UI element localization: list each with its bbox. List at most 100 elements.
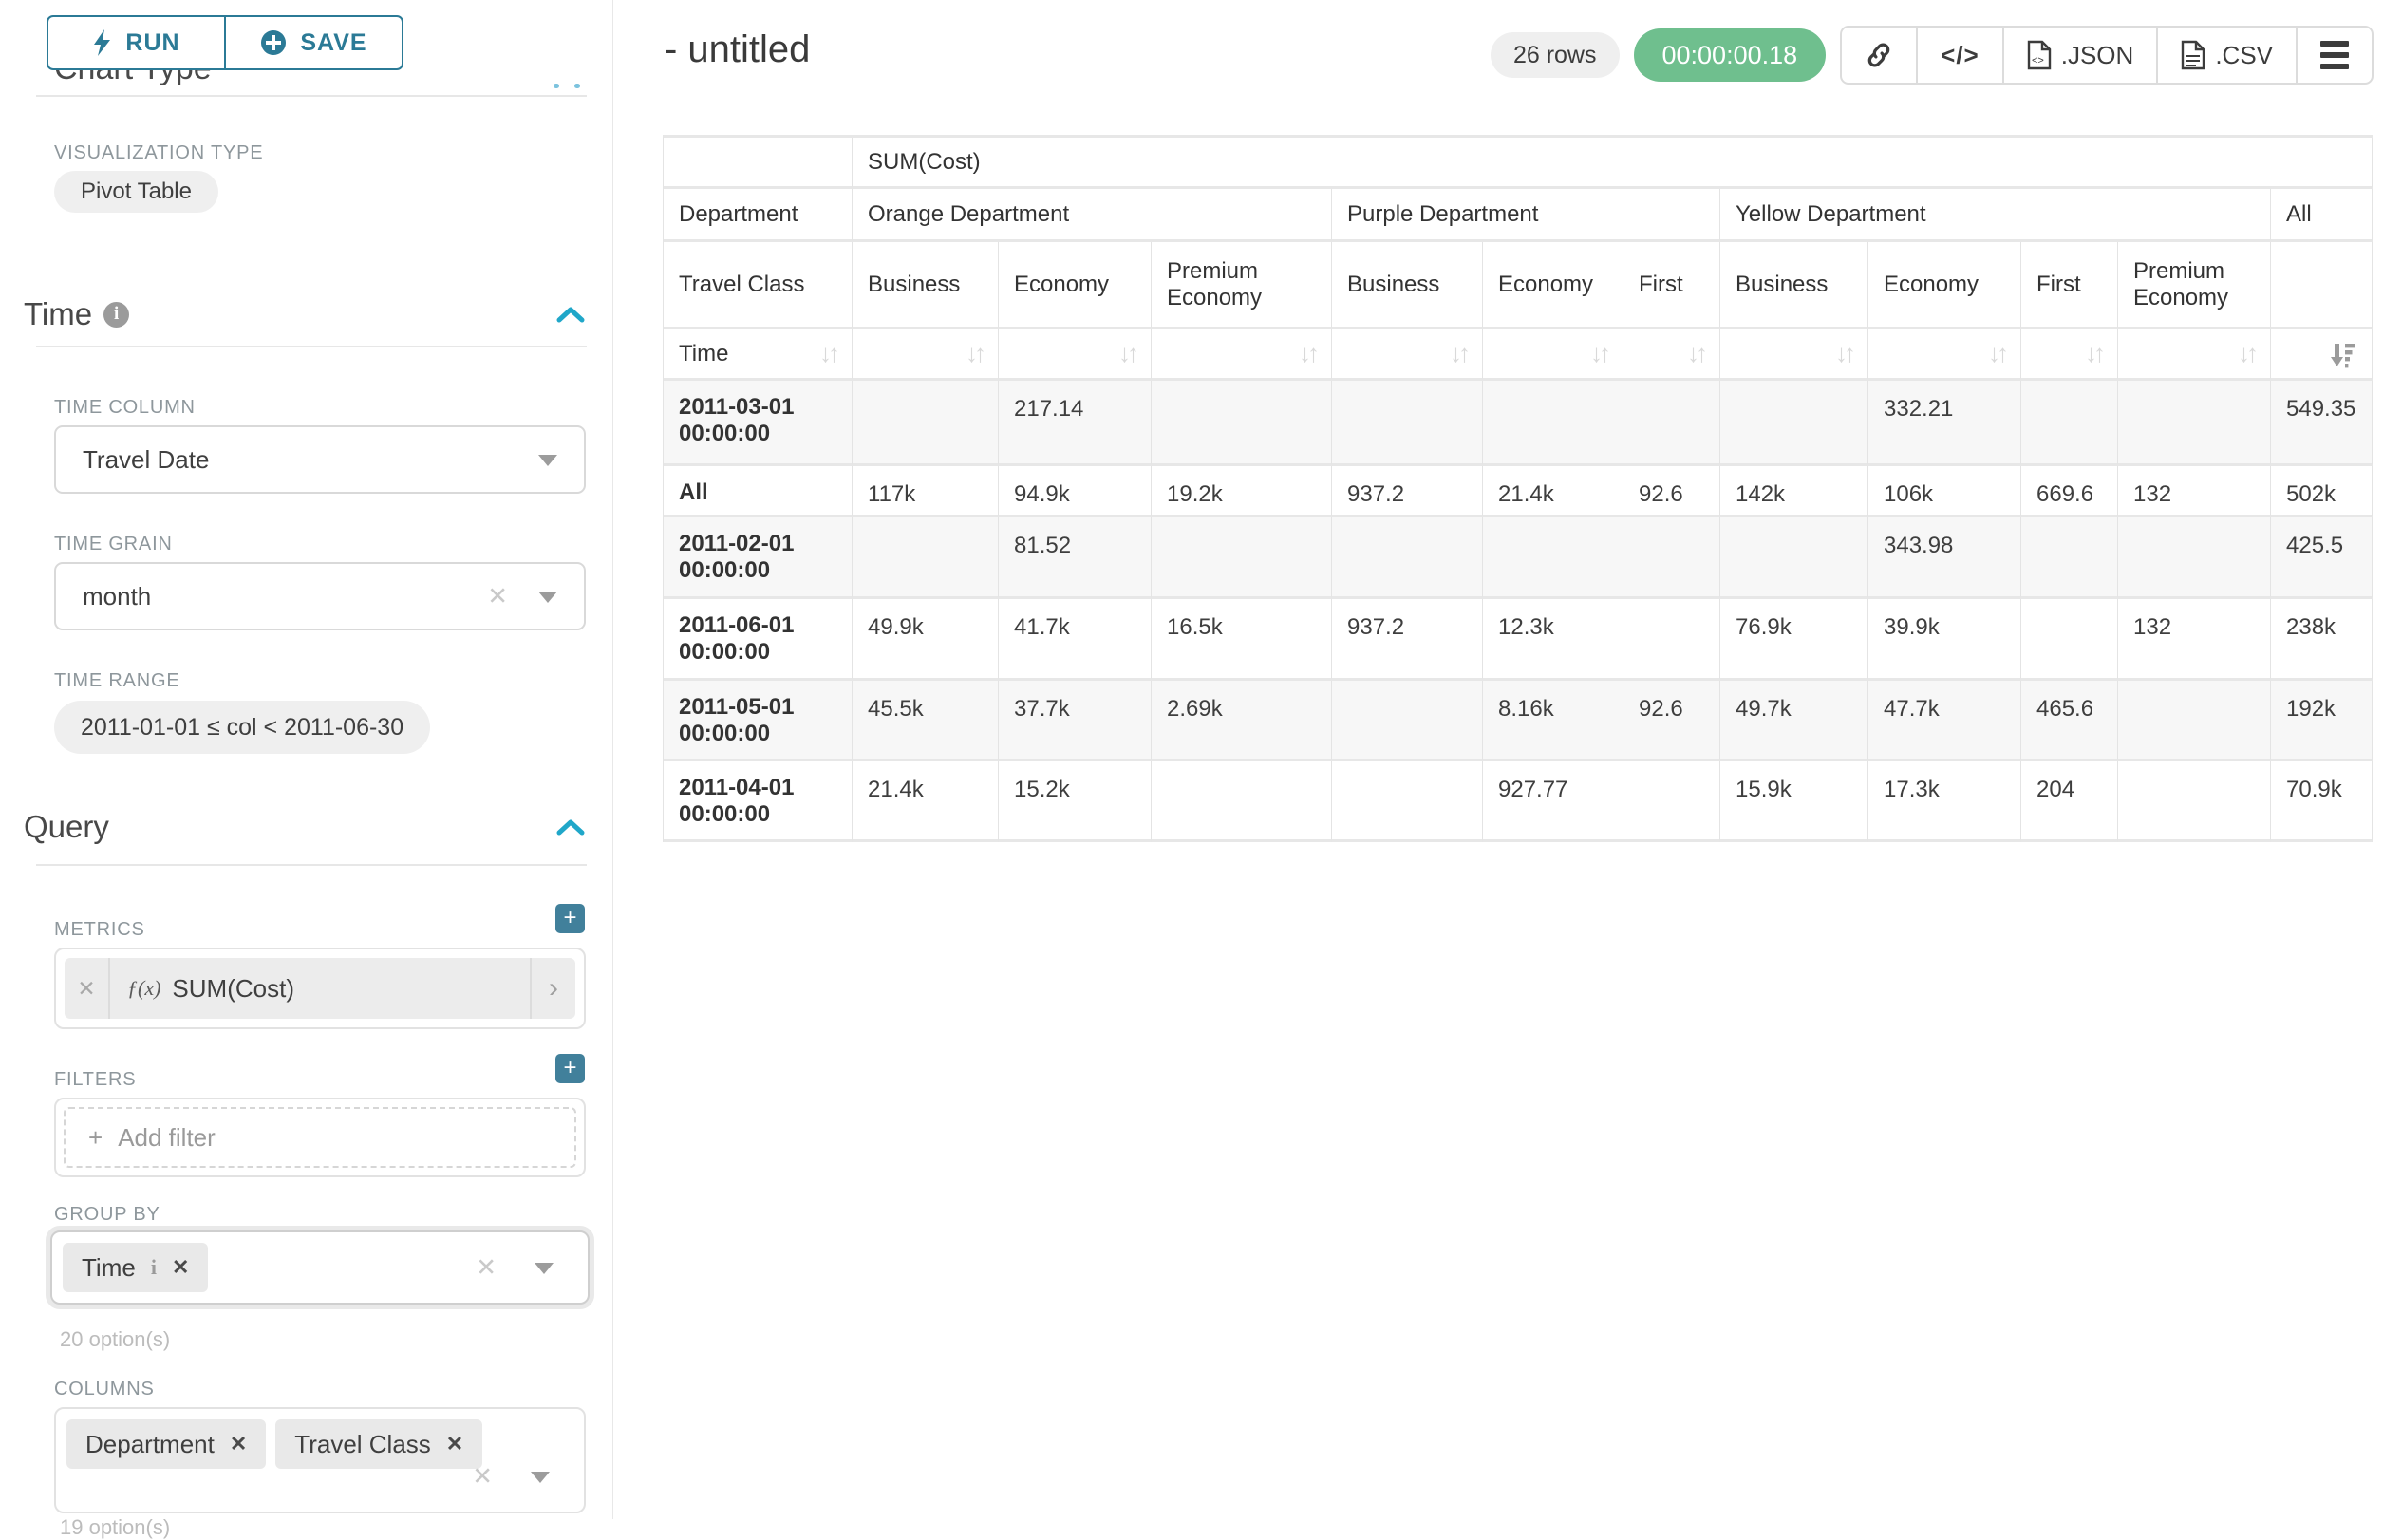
time-column-select[interactable]: Travel Date: [54, 425, 586, 494]
add-metric-button[interactable]: +: [555, 904, 585, 933]
cell: 343.98: [1868, 517, 2021, 599]
travel-class-header: Economy: [1868, 242, 2021, 329]
view-query-button[interactable]: </>: [1916, 28, 2002, 83]
lightning-icon: [94, 29, 111, 56]
time-grain-select[interactable]: month ✕: [54, 562, 586, 630]
table-row: 2011-06-01 00:00:00 49.9k 41.7k 16.5k 937.2 1…: [664, 599, 2374, 681]
remove-metric-icon[interactable]: ✕: [65, 958, 110, 1019]
time-axis-label: Time: [679, 340, 729, 366]
cell: 49.9k: [853, 599, 999, 681]
info-icon[interactable]: i: [103, 301, 130, 328]
collapse-time-section-icon[interactable]: [556, 306, 585, 323]
cell: [1152, 761, 1332, 842]
cell: 17.3k: [1868, 761, 2021, 842]
export-json-button[interactable]: <> .JSON: [2001, 28, 2157, 83]
chevron-down-icon: [535, 1263, 554, 1274]
visualization-type-pill[interactable]: Pivot Table: [54, 171, 218, 213]
cell: [1483, 517, 1623, 599]
travel-class-axis-label: Travel Class: [664, 242, 853, 329]
run-button[interactable]: RUN: [48, 17, 224, 68]
cell: 37.7k: [999, 681, 1152, 761]
query-section-header: Query: [24, 809, 109, 844]
sort-toggle[interactable]: ↓↑: [2118, 329, 2271, 381]
sort-icon: ↓↑: [2085, 339, 2106, 367]
function-icon: ƒ(x): [127, 976, 161, 1000]
cell: 502k: [2271, 466, 2374, 517]
cell: 2.69k: [1152, 681, 1332, 761]
department-group-header: Purple Department: [1332, 189, 1720, 242]
cell: [2118, 381, 2271, 466]
columns-tag[interactable]: Travel Class ✕: [275, 1419, 483, 1469]
sort-toggle[interactable]: ↓↑: [999, 329, 1152, 381]
query-timer-badge: 00:00:00.18: [1633, 28, 1827, 82]
metric-chip[interactable]: ✕ ƒ(x) SUM(Cost) ›: [65, 958, 575, 1019]
sort-icon: ↓↑: [1590, 339, 1611, 367]
cell: 217.14: [999, 381, 1152, 466]
group-by-tag[interactable]: Time i ✕: [63, 1243, 209, 1292]
row-label: 2011-02-01 00:00:00: [664, 517, 853, 599]
sort-toggle[interactable]: ↓↑: [853, 329, 999, 381]
csv-file-icon: [2182, 40, 2205, 70]
time-section-header: Time i: [24, 296, 130, 332]
sort-toggle[interactable]: Time ↓↑: [664, 329, 853, 381]
remove-tag-icon[interactable]: ✕: [171, 1255, 190, 1279]
copy-link-button[interactable]: [1842, 28, 1916, 83]
sort-icon: ↓↑: [1118, 339, 1139, 367]
clear-icon[interactable]: ✕: [487, 581, 508, 610]
chevron-down-icon: [538, 592, 557, 603]
filters-label: FILTERS: [54, 1069, 137, 1090]
cell: [2021, 599, 2118, 681]
sort-toggle[interactable]: ↓↑: [1868, 329, 2021, 381]
cell: 16.5k: [1152, 599, 1332, 681]
group-by-select[interactable]: Time i ✕ ✕: [50, 1230, 590, 1305]
columns-select[interactable]: Department ✕ Travel Class ✕ ✕: [54, 1407, 586, 1513]
sort-toggle[interactable]: ↓↑: [1332, 329, 1483, 381]
sort-toggle[interactable]: ↓↑: [1483, 329, 1623, 381]
cell: [1623, 761, 1720, 842]
plus-circle-icon: [261, 30, 287, 55]
travel-class-header: Business: [853, 242, 999, 329]
add-filter-dropzone[interactable]: + Add filter: [64, 1107, 576, 1168]
cell: [1332, 761, 1483, 842]
chart-title[interactable]: - untitled: [665, 28, 811, 70]
sort-toggle[interactable]: ↓↑: [1152, 329, 1332, 381]
remove-tag-icon[interactable]: ✕: [445, 1432, 464, 1455]
chart-type-caret-tips: [554, 84, 580, 88]
cell: 47.7k: [1868, 681, 2021, 761]
cell: 937.2: [1332, 466, 1483, 517]
cell: [1623, 381, 1720, 466]
cell: 94.9k: [999, 466, 1152, 517]
save-button[interactable]: SAVE: [224, 17, 402, 68]
clear-icon[interactable]: ✕: [472, 1461, 493, 1491]
chevron-right-icon[interactable]: ›: [530, 958, 575, 1019]
clear-icon[interactable]: ✕: [476, 1252, 497, 1282]
columns-tag[interactable]: Department ✕: [66, 1419, 267, 1469]
travel-class-header: First: [2021, 242, 2118, 329]
time-grain-label: TIME GRAIN: [54, 534, 173, 554]
collapse-query-section-icon[interactable]: [556, 818, 585, 836]
menu-button[interactable]: [2296, 28, 2372, 83]
time-range-pill[interactable]: 2011-01-01 ≤ col < 2011-06-30: [54, 701, 431, 754]
export-csv-button[interactable]: .CSV: [2156, 28, 2296, 83]
cell: 81.52: [999, 517, 1152, 599]
visualization-type-label: VISUALIZATION TYPE: [54, 142, 264, 163]
remove-tag-icon[interactable]: ✕: [229, 1432, 248, 1455]
sort-toggle[interactable]: ↓↑: [2021, 329, 2118, 381]
sort-toggle[interactable]: ↓↑: [1623, 329, 1720, 381]
chevron-down-icon: [531, 1472, 550, 1484]
code-icon: </>: [1941, 40, 1980, 69]
add-filter-button[interactable]: +: [555, 1054, 585, 1083]
cell: [1623, 517, 1720, 599]
sort-icon: ↓↑: [1299, 339, 1320, 367]
cell: [1332, 681, 1483, 761]
table-row: All 117k 94.9k 19.2k 937.2 21.4k 92.6 142k 106k 6…: [664, 466, 2374, 517]
cell: 549.35: [2271, 381, 2374, 466]
sort-toggle[interactable]: ↓↑: [1720, 329, 1868, 381]
info-icon[interactable]: i: [150, 1255, 157, 1279]
cell: 41.7k: [999, 599, 1152, 681]
cell: 21.4k: [1483, 466, 1623, 517]
sort-toggle-active[interactable]: [2271, 329, 2374, 381]
cell: 21.4k: [853, 761, 999, 842]
cell: [2118, 517, 2271, 599]
department-group-header: Orange Department: [853, 189, 1332, 242]
